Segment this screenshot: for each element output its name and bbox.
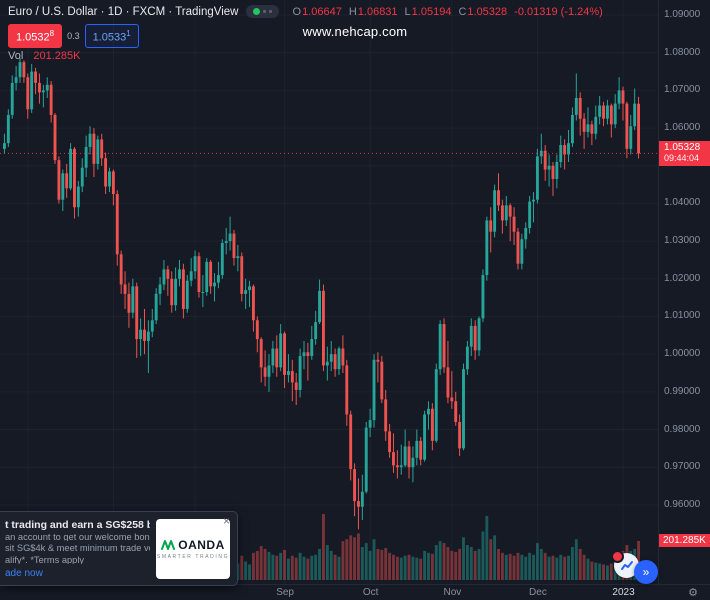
last-price-label: 1.05328 09:44:04 bbox=[659, 141, 710, 167]
watermark: www.nehcap.com bbox=[302, 24, 408, 39]
chart-widget-icon bbox=[620, 560, 633, 570]
price-tick: 0.98000 bbox=[664, 423, 701, 435]
spread-value: 0.3 bbox=[67, 30, 80, 41]
floating-widget: » bbox=[611, 550, 660, 585]
close-label: C bbox=[458, 5, 467, 18]
price-tick: 1.00000 bbox=[664, 348, 701, 360]
ad-body-line: alify*. *Terms apply bbox=[5, 554, 85, 564]
data-status-pill[interactable] bbox=[245, 5, 279, 18]
price-tick: 1.09000 bbox=[664, 9, 701, 21]
oanda-logo-text: OANDA bbox=[178, 538, 225, 552]
open-label: O bbox=[292, 5, 302, 18]
time-scale[interactable]: Sep Oct Nov Dec 2023 ⚙ bbox=[0, 584, 710, 600]
sell-button[interactable]: 1.05328 bbox=[8, 24, 63, 48]
price-tick: 1.03000 bbox=[664, 235, 701, 247]
chart-header: Euro / U.S. Dollar · 1D · FXCM · Trading… bbox=[8, 5, 603, 18]
time-tick: Oct bbox=[362, 587, 379, 598]
price-tick: 1.04000 bbox=[664, 197, 701, 209]
time-tick: Sep bbox=[276, 587, 294, 598]
ad-body-line: sit SG$4k & meet minimum trade volumes bbox=[5, 543, 150, 553]
volume-legend-label[interactable]: Vol bbox=[8, 50, 24, 62]
oanda-logo-card: OANDA SMARTER TRADING bbox=[156, 519, 230, 579]
market-status-icon bbox=[252, 8, 260, 15]
settings-gear-icon[interactable]: ⚙ bbox=[688, 587, 698, 599]
close-value: 1.05328 bbox=[467, 5, 508, 18]
price-tick: 1.08000 bbox=[664, 46, 701, 58]
status-dot-icon bbox=[262, 10, 266, 13]
low-value: 1.05194 bbox=[411, 5, 452, 18]
ohlc-values: O 1.06647 H 1.06831 L 1.05194 C 1.05328 -0.0… bbox=[286, 6, 603, 18]
low-label: L bbox=[404, 5, 411, 18]
oanda-tagline: SMARTER TRADING bbox=[156, 554, 230, 560]
price-tick: 1.02000 bbox=[664, 272, 701, 284]
price-tick: 0.96000 bbox=[664, 498, 701, 510]
trade-now-link[interactable]: ade now bbox=[5, 567, 43, 579]
volume-axis-label: 201.285K bbox=[659, 533, 710, 547]
price-scale[interactable]: 1.09000 1.08000 1.07000 1.06000 1.04000 1.030… bbox=[658, 0, 710, 584]
close-icon[interactable]: × bbox=[222, 514, 230, 528]
price-tick: 1.07000 bbox=[664, 84, 701, 96]
ad-toast: t trading and earn a SG$258 bonus an acc… bbox=[0, 511, 238, 586]
time-tick: 2023 bbox=[612, 587, 635, 598]
high-label: H bbox=[348, 5, 357, 18]
candlestick-chart[interactable] bbox=[0, 0, 658, 584]
bar-countdown: 09:44:04 bbox=[664, 153, 700, 164]
notification-badge bbox=[611, 550, 624, 563]
quote-panel: 1.05328 0.3 1.05331 bbox=[8, 24, 139, 48]
buy-button[interactable]: 1.05331 bbox=[84, 24, 139, 48]
double-chevron-icon: » bbox=[642, 565, 650, 579]
change-value: -0.01319 (-1.24%) bbox=[514, 5, 603, 18]
price-tick: 0.97000 bbox=[664, 461, 701, 473]
price-tick: 0.99000 bbox=[664, 385, 701, 397]
price-tick: 1.06000 bbox=[664, 122, 701, 134]
volume-legend: Vol 201.285K bbox=[8, 50, 80, 62]
oanda-logo-icon bbox=[161, 540, 176, 550]
price-tick: 1.01000 bbox=[664, 310, 701, 322]
ad-body-line: an account to get our welcome bonus. bbox=[5, 532, 150, 542]
ad-headline: t trading and earn a SG$258 bonus bbox=[5, 519, 150, 531]
volume-legend-value: 201.285K bbox=[33, 50, 81, 62]
symbol-title[interactable]: Euro / U.S. Dollar · 1D · FXCM · Trading… bbox=[8, 5, 239, 18]
time-tick: Nov bbox=[443, 587, 462, 598]
high-value: 1.06831 bbox=[357, 5, 398, 18]
last-price-value: 1.05328 bbox=[664, 142, 701, 154]
open-value: 1.06647 bbox=[302, 5, 342, 18]
status-dot-icon bbox=[268, 10, 272, 13]
time-tick: Dec bbox=[529, 587, 547, 598]
floating-expand-button[interactable]: » bbox=[634, 560, 658, 584]
